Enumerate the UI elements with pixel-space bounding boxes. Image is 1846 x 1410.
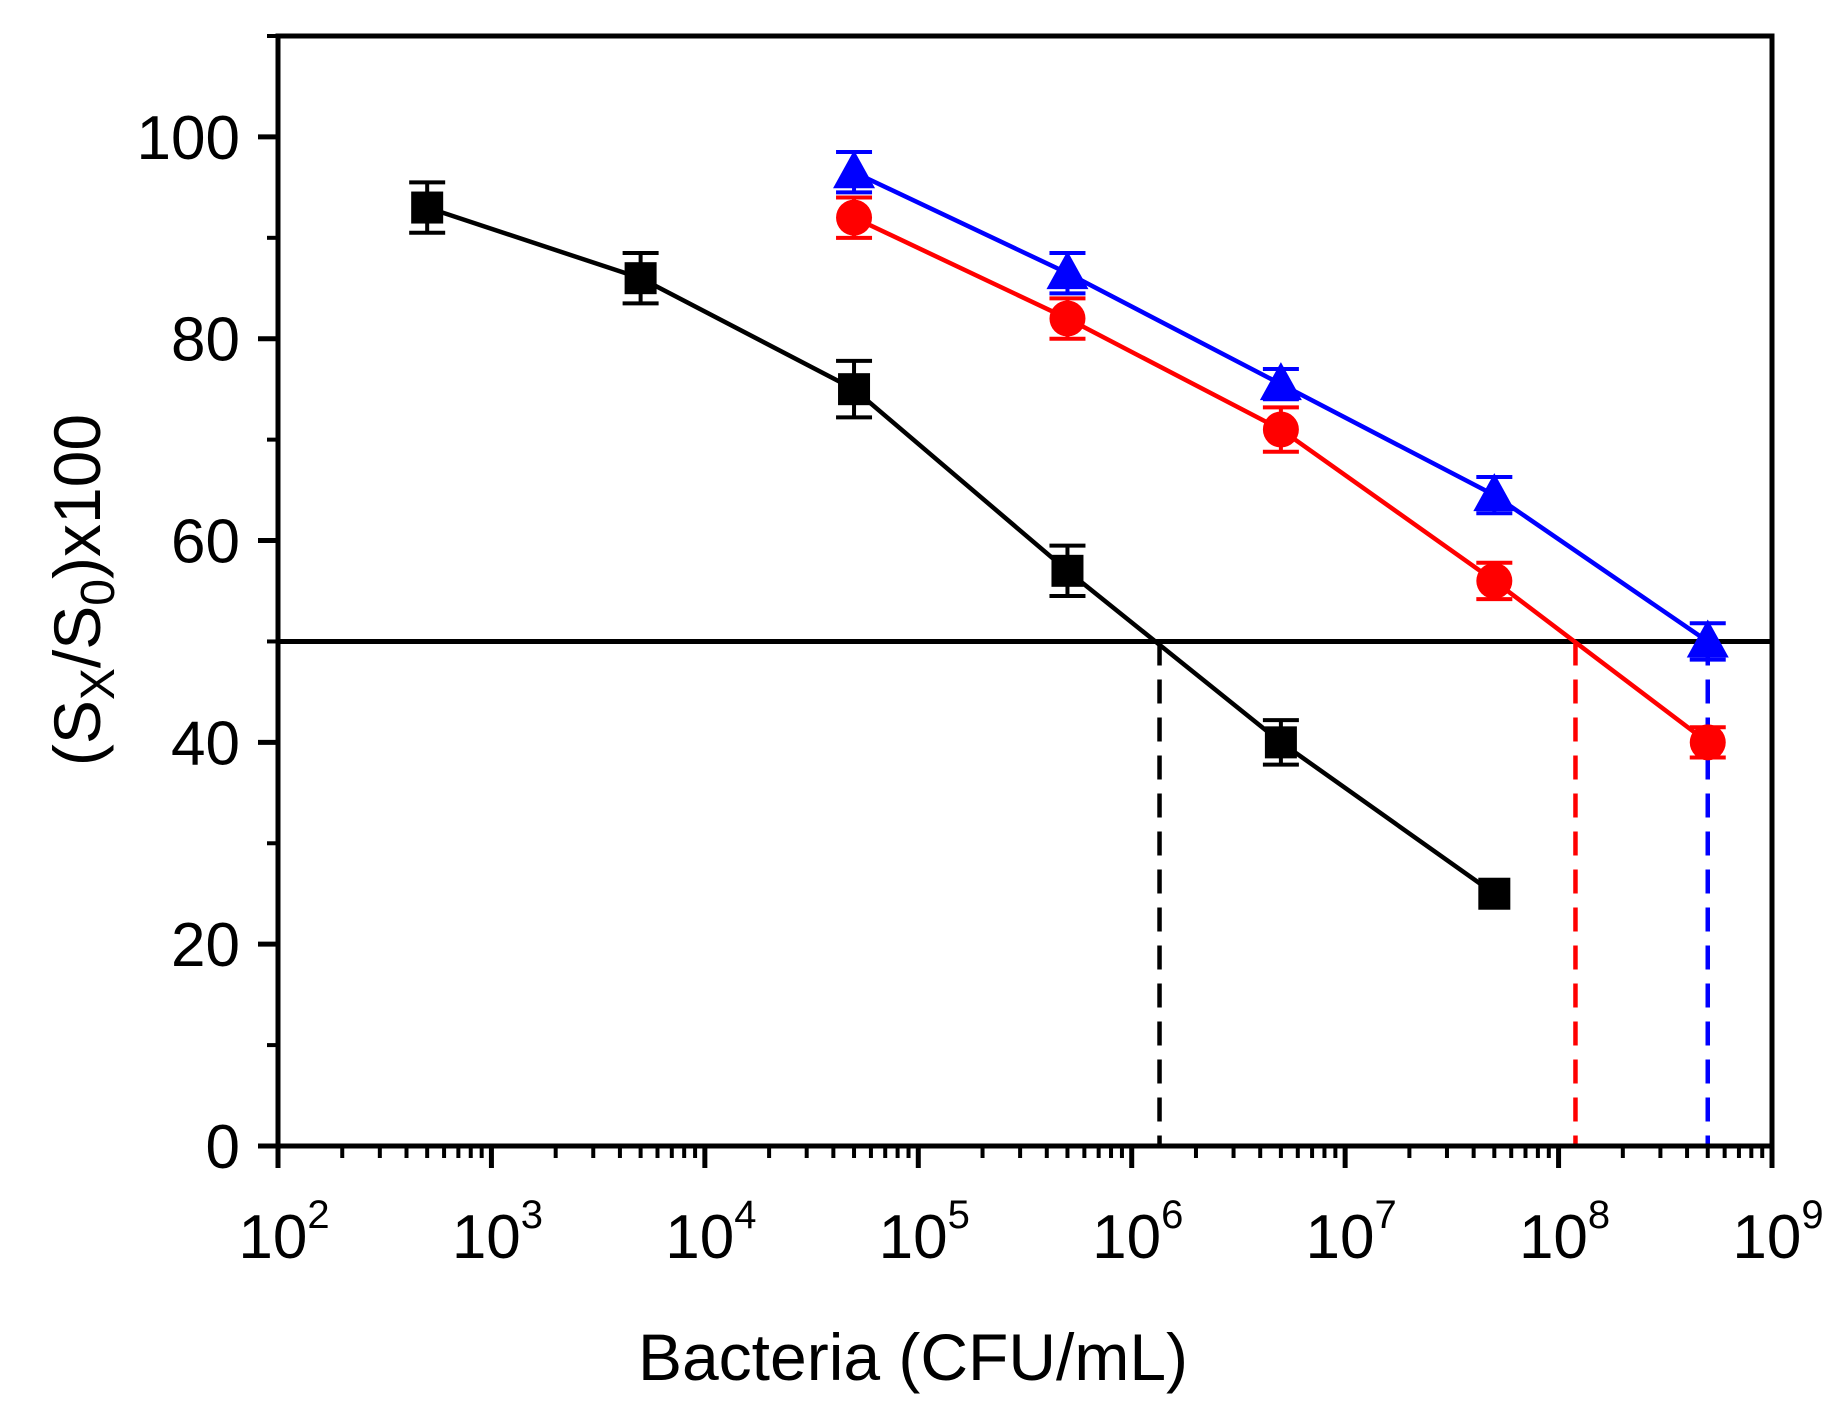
data-point-red-circles	[1476, 562, 1513, 599]
x-tick-label: 103	[452, 1193, 543, 1272]
data-point-black-squares	[1264, 726, 1297, 759]
data-point-red-circles	[1049, 300, 1086, 337]
x-tick-label: 105	[879, 1193, 970, 1272]
data-point-blue-triangles	[1046, 251, 1089, 290]
data-point-red-circles	[1689, 724, 1726, 761]
x-tick-label: 108	[1519, 1193, 1610, 1272]
data-point-red-circles	[1262, 411, 1299, 448]
data-point-black-squares	[1478, 877, 1511, 910]
y-axis-title: (SX/S0)x100	[40, 414, 125, 766]
y-tick-label: 0	[206, 1113, 240, 1182]
y-tick-label: 20	[171, 911, 240, 980]
x-tick-label: 102	[238, 1193, 329, 1272]
data-point-blue-triangles	[1686, 619, 1729, 658]
x-tick-label: 107	[1306, 1193, 1397, 1272]
series-line-black-squares	[426, 205, 1496, 896]
data-point-black-squares	[838, 373, 871, 406]
data-point-blue-triangles	[833, 150, 876, 189]
data-point-red-circles	[836, 199, 873, 236]
x-tick-label: 104	[665, 1193, 756, 1272]
y-tick-label: 40	[171, 709, 240, 778]
labels-layer: 102 103 104 105 106 107 108 109 0 20 40 60 80 100	[137, 104, 1824, 1272]
ticks-layer	[258, 34, 1775, 1168]
y-tick-label: 60	[171, 508, 240, 577]
data-point-blue-triangles	[1259, 362, 1302, 401]
x-tick-label: 106	[1092, 1193, 1183, 1272]
y-tick-label: 100	[137, 104, 240, 173]
data-point-black-squares	[1051, 554, 1084, 587]
data-point-black-squares	[411, 191, 444, 224]
x-axis-title: Bacteria (CFU/mL)	[638, 1320, 1188, 1394]
plot-frame	[275, 33, 1775, 1149]
data-point-blue-triangles	[1473, 473, 1516, 512]
data-point-black-squares	[624, 262, 657, 295]
y-tick-label: 80	[171, 306, 240, 375]
x-tick-label: 109	[1732, 1193, 1823, 1272]
series-layer	[409, 150, 1729, 910]
